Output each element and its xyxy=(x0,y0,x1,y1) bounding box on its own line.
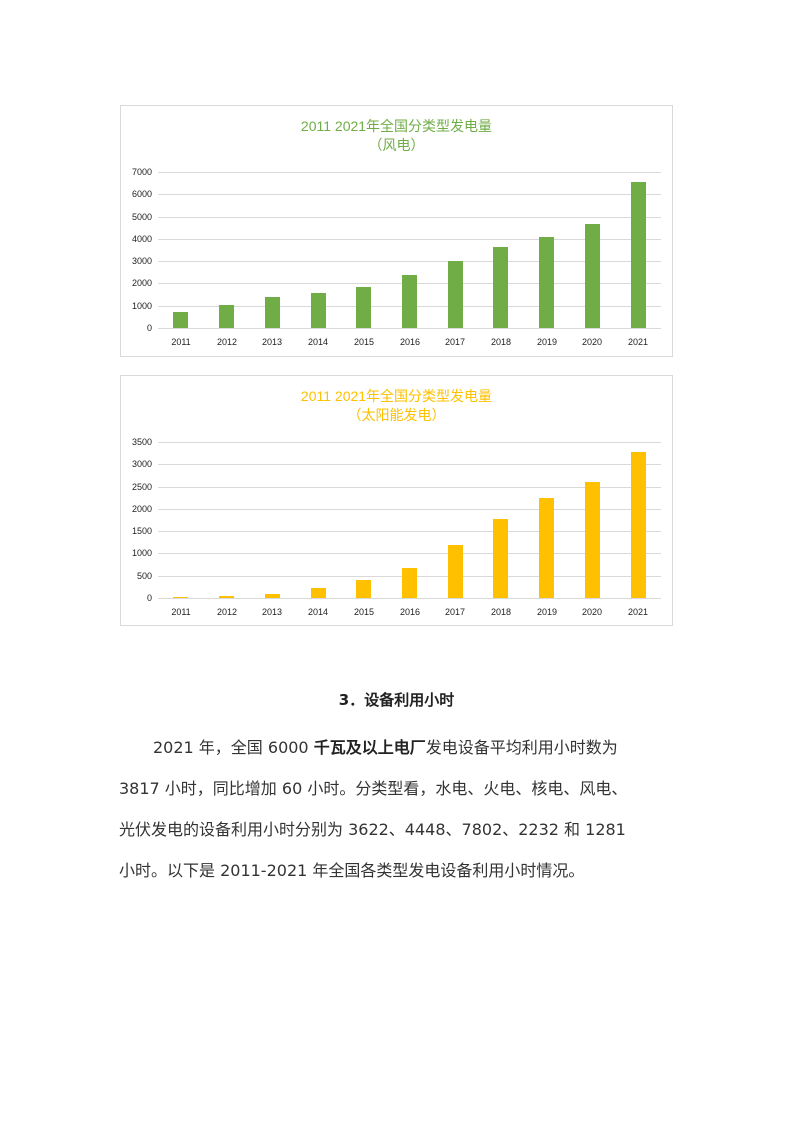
y-axis-tick-label: 2000 xyxy=(131,278,152,288)
bar-2016 xyxy=(402,275,417,328)
x-axis-tick-label: 2016 xyxy=(399,607,421,617)
x-axis-tick-label: 2013 xyxy=(261,607,283,617)
y-axis-tick-label: 3500 xyxy=(131,437,152,447)
y-axis-tick-label: 2000 xyxy=(131,504,152,514)
gridline xyxy=(158,531,661,532)
chart-title-line1: 2011 2021年全国分类型发电量 xyxy=(300,388,493,404)
bar-2012 xyxy=(219,596,234,598)
gridline xyxy=(158,172,661,173)
wind-power-chart: 2011 2021年全国分类型发电量 （风电） 7000 6000 5000 4000… xyxy=(120,105,673,357)
plot-area: 7000 6000 5000 4000 3000 2000 1000 0 2011 2012 201… xyxy=(132,167,661,347)
x-axis-tick-label: 2016 xyxy=(399,337,421,347)
y-axis-tick-label: 6000 xyxy=(131,189,152,199)
x-axis-tick-label: 2018 xyxy=(490,337,512,347)
body-paragraph: 2021 年，全国 6000 千瓦及以上电厂发电设备平均利用小时数为 3817 … xyxy=(119,727,679,891)
bar-2017 xyxy=(448,545,463,598)
paragraph-line-3: 光伏发电的设备利用小时分别为 3622、4448、7802、2232 和 128… xyxy=(119,820,626,839)
chart-title-line1: 2011 2021年全国分类型发电量 xyxy=(300,118,493,134)
bar-2013 xyxy=(265,297,280,328)
paragraph-line-2: 3817 小时，同比增加 60 小时。分类型看，水电、火电、核电、风电、 xyxy=(119,779,628,798)
x-axis-tick-label: 2014 xyxy=(307,607,329,617)
bar-2015 xyxy=(356,580,371,598)
x-axis-tick-label: 2017 xyxy=(444,337,466,347)
bar-2012 xyxy=(219,305,234,328)
x-axis-tick-label: 2019 xyxy=(536,337,558,347)
chart-title-line2: （风电） xyxy=(368,137,425,153)
gridline xyxy=(158,553,661,554)
bar-2011 xyxy=(173,312,188,328)
bar-2021 xyxy=(631,452,646,598)
bar-2019 xyxy=(539,237,554,328)
x-axis-tick-label: 2013 xyxy=(261,337,283,347)
x-axis-tick-label: 2011 xyxy=(171,607,191,617)
gridline xyxy=(158,261,661,262)
y-axis-tick-label: 1000 xyxy=(131,548,152,558)
text-span: 发电设备平均利用小时数为 xyxy=(425,738,618,757)
x-axis-tick-label: 2018 xyxy=(490,607,512,617)
bar-2019 xyxy=(539,498,554,598)
x-axis-tick-label: 2015 xyxy=(353,337,375,347)
bar-2018 xyxy=(493,519,508,598)
bar-2020 xyxy=(585,224,600,328)
bold-text-span: 千瓦及以上电厂 xyxy=(313,738,426,757)
x-axis-tick-label: 2012 xyxy=(216,607,238,617)
bar-2011 xyxy=(173,597,188,598)
paragraph-line-4: 小时。以下是 2011-2021 年全国各类型发电设备利用小时情况。 xyxy=(119,861,585,880)
text-span: 2021 年，全国 6000 xyxy=(153,738,314,757)
gridline xyxy=(158,217,661,218)
x-axis-tick-label: 2015 xyxy=(353,607,375,617)
bar-2014 xyxy=(311,588,326,598)
y-axis-tick-label: 500 xyxy=(136,571,152,581)
bar-2014 xyxy=(311,293,326,328)
y-axis-tick-label: 0 xyxy=(146,323,152,333)
gridline xyxy=(158,328,661,329)
gridline xyxy=(158,487,661,488)
x-axis-tick-label: 2020 xyxy=(581,607,603,617)
gridline xyxy=(158,239,661,240)
y-axis-tick-label: 3000 xyxy=(131,256,152,266)
solar-power-chart: 2011 2021年全国分类型发电量 （太阳能发电） 3500 3000 2500 2… xyxy=(120,375,673,626)
paragraph-line-1: 2021 年，全国 6000 千瓦及以上电厂发电设备平均利用小时数为 xyxy=(119,727,679,768)
chart-title-line2: （太阳能发电） xyxy=(347,407,446,423)
bar-2018 xyxy=(493,247,508,328)
bar-2021 xyxy=(631,182,646,328)
gridline xyxy=(158,442,661,443)
y-axis-tick-label: 1500 xyxy=(131,526,152,536)
section-heading: 3．设备利用小时 xyxy=(338,691,455,709)
bar-2017 xyxy=(448,261,463,328)
x-axis-tick-label: 2014 xyxy=(307,337,329,347)
y-axis-tick-label: 2500 xyxy=(131,482,152,492)
y-axis-tick-label: 3000 xyxy=(131,459,152,469)
gridline xyxy=(158,194,661,195)
x-axis-tick-label: 2011 xyxy=(171,337,191,347)
gridline xyxy=(158,464,661,465)
x-axis-tick-label: 2020 xyxy=(581,337,603,347)
x-axis-tick-label: 2021 xyxy=(627,607,649,617)
bar-2020 xyxy=(585,482,600,598)
y-axis-tick-label: 4000 xyxy=(131,234,152,244)
y-axis-tick-label: 1000 xyxy=(131,301,152,311)
bar-2013 xyxy=(265,594,280,598)
y-axis-tick-label: 7000 xyxy=(131,167,152,177)
x-axis-tick-label: 2019 xyxy=(536,607,558,617)
bar-2015 xyxy=(356,287,371,328)
y-axis-tick-label: 0 xyxy=(146,593,152,603)
x-axis-tick-label: 2012 xyxy=(216,337,238,347)
bar-2016 xyxy=(402,568,417,598)
y-axis-tick-label: 5000 xyxy=(131,212,152,222)
gridline xyxy=(158,598,661,599)
plot-area: 3500 3000 2500 2000 1500 1000 500 0 2011 2012 2013… xyxy=(132,437,661,617)
x-axis-tick-label: 2021 xyxy=(627,337,649,347)
gridline xyxy=(158,509,661,510)
x-axis-tick-label: 2017 xyxy=(444,607,466,617)
